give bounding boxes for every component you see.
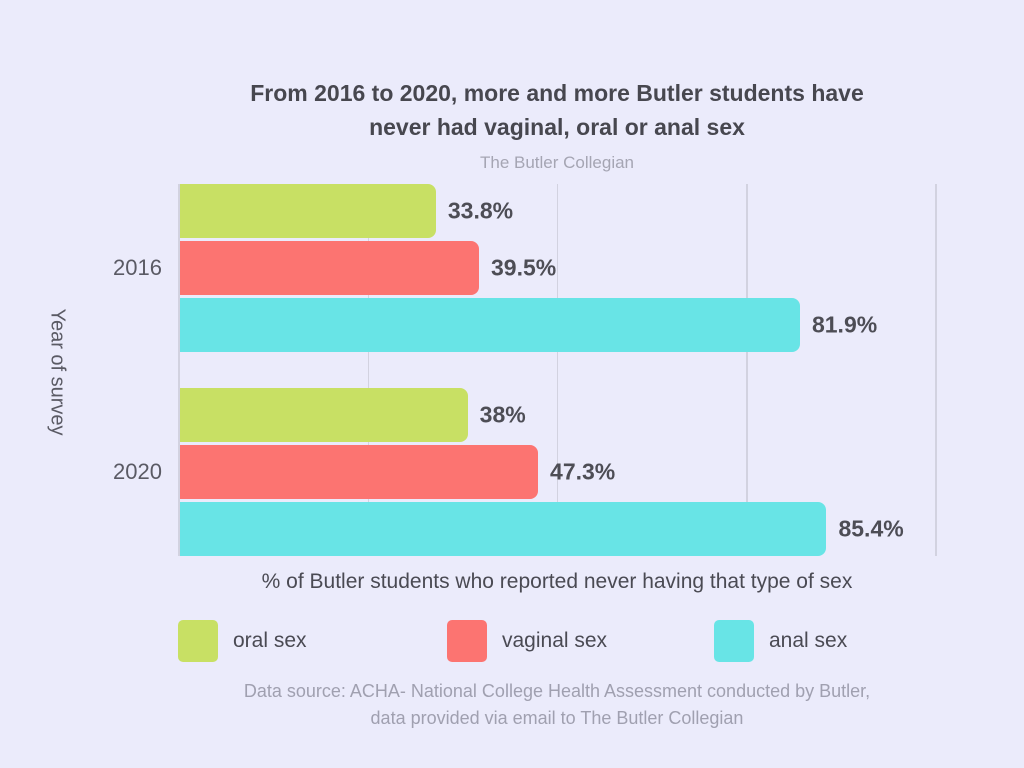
legend-swatch-anal-sex <box>714 620 754 662</box>
gridline-50pct <box>556 184 559 556</box>
gridline-0pct <box>178 184 180 556</box>
legend-swatch-vaginal-sex <box>447 620 487 662</box>
legend-item-vaginal-sex: vaginal sex <box>447 620 607 662</box>
bar-value-label-2020-vaginal-sex: 47.3% <box>550 458 616 485</box>
bar-2020-vaginal-sex <box>180 445 539 499</box>
plot-area: 33.8% 39.5% 81.9% 38% 47.3% 85.4% <box>178 184 941 556</box>
chart-header: From 2016 to 2020, more and more Butler … <box>90 76 1024 173</box>
bar-value-label-2020-oral-sex: 38% <box>479 401 526 428</box>
data-source-line1: Data source: ACHA- National College Heal… <box>243 681 871 701</box>
legend-label-anal-sex: anal sex <box>769 629 848 652</box>
legend-item-anal-sex: anal sex <box>714 620 847 662</box>
data-source-line2: data provided via email to The Butler Co… <box>370 708 744 728</box>
gridline-100pct <box>935 184 937 556</box>
legend: oral sex vaginal sex anal sex <box>0 620 1024 662</box>
legend-swatch-oral-sex <box>178 620 218 662</box>
chart-title: From 2016 to 2020, more and more Butler … <box>90 76 1024 144</box>
y-axis-title: Year of survey <box>46 308 69 436</box>
x-axis-title: % of Butler students who reported never … <box>261 570 853 593</box>
bar-2020-anal-sex <box>180 502 827 556</box>
bar-2020-oral-sex <box>180 388 468 442</box>
chart-subtitle: The Butler Collegian <box>479 153 635 172</box>
bar-value-label-2016-vaginal-sex: 39.5% <box>491 254 557 281</box>
bar-value-label-2016-oral-sex: 33.8% <box>447 197 514 224</box>
y-tick-2020: 2020 <box>113 459 162 484</box>
bar-value-label-2016-anal-sex: 81.9% <box>811 311 878 338</box>
legend-item-oral-sex: oral sex <box>178 620 307 662</box>
gridline-75pct <box>746 184 748 556</box>
bar-2016-oral-sex <box>180 184 436 238</box>
chart-title-line2: never had vaginal, oral or anal sex <box>369 114 745 140</box>
bar-value-label-2020-anal-sex: 85.4% <box>838 515 904 542</box>
bar-2016-vaginal-sex <box>180 241 479 295</box>
chart-title-line1: From 2016 to 2020, more and more Butler … <box>250 80 864 106</box>
y-tick-2016: 2016 <box>113 255 162 280</box>
legend-label-oral-sex: oral sex <box>233 629 307 652</box>
legend-label-vaginal-sex: vaginal sex <box>502 629 608 652</box>
bar-2016-anal-sex <box>180 298 800 352</box>
data-source-note: Data source: ACHA- National College Heal… <box>90 678 1024 732</box>
gridline-25pct <box>367 184 369 556</box>
